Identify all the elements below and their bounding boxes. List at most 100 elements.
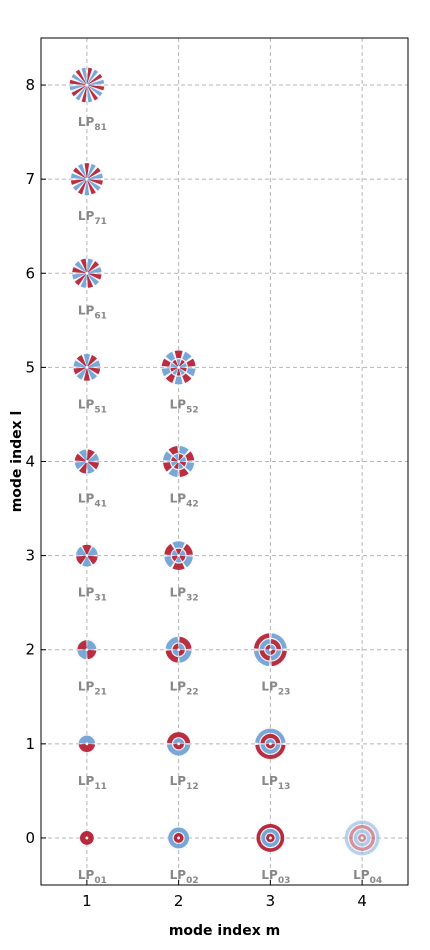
- mode-lobe: [87, 85, 99, 101]
- mode-label: LP12: [170, 774, 199, 792]
- mode-lobe: [171, 549, 178, 556]
- mode-label: LP42: [170, 492, 199, 510]
- mode-lobe: [86, 67, 93, 84]
- mode-lobe: [178, 643, 185, 650]
- mode-lobe: [87, 546, 98, 556]
- mode-label-subscript: 42: [186, 500, 199, 510]
- mode-label-subscript: 23: [278, 688, 291, 698]
- mode-lobe: [168, 468, 178, 478]
- mode-lobe: [74, 453, 86, 462]
- mode-lobe: [69, 85, 86, 91]
- mode-lobe: [179, 461, 187, 467]
- mode-lobe: [86, 449, 95, 461]
- mode-lobe: [179, 363, 187, 368]
- mode-lp32: [160, 537, 197, 574]
- mode-lobe: [171, 456, 178, 462]
- mode-lobe: [87, 461, 99, 470]
- mode-center: [85, 271, 89, 275]
- mode-center: [85, 83, 89, 87]
- mode-label: LP13: [261, 774, 290, 792]
- mode-label: LP04: [353, 868, 382, 886]
- mode-lobe: [72, 273, 86, 280]
- mode-lobe: [179, 359, 185, 367]
- mode-lp02: [164, 823, 193, 852]
- x-tick-label: 2: [174, 892, 184, 910]
- mode-lobe: [86, 640, 97, 650]
- mode-lobe: [270, 644, 276, 650]
- y-tick-label: 2: [25, 641, 35, 659]
- mode-lobe: [253, 633, 270, 649]
- mode-center: [85, 742, 89, 746]
- mode-lobe: [164, 543, 175, 555]
- mode-labels: LP01 LP02 LP03 LP04 LP11 LP12 LP13 LP21 LP22 LP23…: [78, 115, 382, 886]
- mode-lobe: [161, 358, 171, 367]
- mode-lobe: [185, 451, 195, 461]
- mode-lobe: [77, 640, 87, 650]
- mode-lobe: [259, 638, 270, 650]
- mode-lobe: [70, 173, 86, 180]
- mode-center: [177, 648, 181, 652]
- mode-lobe: [172, 359, 179, 367]
- mode-lobe: [265, 649, 271, 655]
- mode-lobe: [179, 636, 192, 650]
- mode-lp71: [67, 159, 107, 199]
- mode-lobe: [87, 555, 98, 565]
- mode-label: LP32: [170, 586, 199, 604]
- mode-lobe: [255, 744, 286, 760]
- mode-label: LP52: [170, 397, 199, 415]
- mode-lobe: [87, 355, 98, 367]
- mode-label: LP51: [78, 397, 107, 415]
- mode-lobe: [182, 373, 192, 383]
- mode-lobe: [179, 650, 192, 663]
- mode-lobe: [86, 649, 97, 660]
- mode-lobe: [87, 85, 103, 97]
- mode-lobe: [271, 650, 287, 667]
- mode-lp31: [72, 541, 102, 571]
- mode-label-subscript: 71: [94, 217, 107, 227]
- y-tick-label: 8: [25, 76, 35, 94]
- mode-ring: [353, 829, 371, 847]
- mode-lp22: [162, 633, 196, 667]
- mode-lobe: [179, 549, 186, 556]
- mode-lp23: [250, 629, 291, 670]
- mode-lobe: [255, 728, 286, 743]
- mode-label: LP81: [78, 115, 107, 133]
- mode-lobe: [173, 738, 185, 744]
- mode-lp11: [75, 732, 99, 756]
- mode-lobe: [87, 180, 96, 195]
- mode-lobe: [87, 360, 101, 368]
- mode-lobe: [77, 649, 87, 660]
- mode-lobe: [81, 67, 87, 84]
- mode-center: [268, 648, 272, 652]
- mode-label: LP41: [78, 492, 107, 510]
- mode-lp13: [251, 725, 290, 763]
- mode-lobe: [186, 358, 196, 367]
- mode-lobe: [179, 555, 186, 562]
- x-tick-label: 1: [82, 892, 92, 910]
- mode-lobe: [87, 453, 99, 462]
- y-tick-label: 4: [25, 453, 35, 471]
- mode-lobe: [170, 363, 178, 368]
- mode-center: [360, 836, 364, 840]
- mode-lp12: [163, 728, 194, 760]
- mode-lobe: [265, 739, 276, 744]
- mode-lobe: [168, 445, 178, 455]
- mode-lobe: [271, 633, 287, 649]
- mode-label: LP31: [78, 586, 107, 604]
- y-tick-label: 3: [25, 547, 35, 565]
- mode-label: LP71: [78, 209, 107, 227]
- mode-patterns: [65, 64, 384, 859]
- mode-lobe: [270, 638, 282, 650]
- mode-center: [177, 460, 181, 463]
- mode-center: [177, 836, 181, 840]
- mode-lobe: [86, 258, 94, 273]
- mode-lobe: [73, 367, 86, 375]
- mode-center: [85, 177, 89, 181]
- mode-lobe: [253, 650, 270, 667]
- mode-lobe: [87, 179, 101, 191]
- mode-lobe: [73, 360, 86, 368]
- mode-lobe: [72, 266, 86, 274]
- mode-lobe: [186, 368, 196, 377]
- mode-lobe: [164, 556, 175, 568]
- mode-lobe: [80, 258, 87, 273]
